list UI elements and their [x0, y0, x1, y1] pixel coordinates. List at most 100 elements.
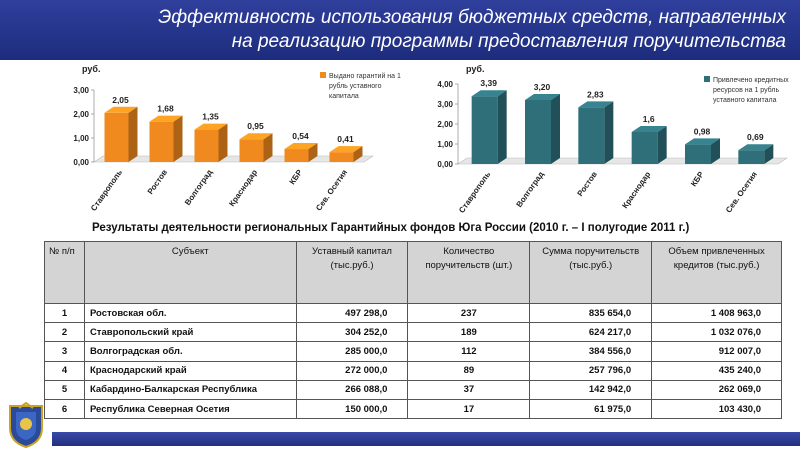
- bar-top: [578, 101, 614, 108]
- legend-swatch: [320, 72, 326, 78]
- cell-num: 6: [44, 398, 85, 420]
- cell-num: 3: [44, 341, 85, 362]
- legend-label: Выдано гарантий на 1: [329, 72, 401, 80]
- col-subject: Субъект: [83, 241, 297, 304]
- y-tick-label: 1,00: [73, 134, 89, 143]
- bar-top: [329, 146, 363, 153]
- category-label: КБР: [288, 167, 305, 186]
- cell-capital: 285 000,0: [295, 341, 409, 362]
- category-label: Краснодар: [620, 170, 652, 210]
- bar: [631, 132, 658, 164]
- cell-credit: 103 430,0: [651, 398, 782, 420]
- cell-subject: Республика Северная Осетия: [83, 398, 297, 420]
- category-label: Сев. Осетия: [314, 168, 349, 213]
- category-label: Волгоград: [515, 170, 546, 209]
- cell-sum: 257 796,0: [529, 360, 653, 381]
- bar-top: [685, 138, 720, 145]
- category-label: Волгоград: [183, 168, 214, 207]
- bar: [738, 150, 765, 164]
- table-row: 1 Ростовская обл. 497 298,0 237 835 654,…: [44, 302, 782, 324]
- results-table: № п/п Субъект Уставный капитал (тыс.руб.…: [44, 241, 782, 420]
- y-tick-label: 0,00: [73, 158, 89, 167]
- bar: [329, 152, 354, 162]
- unit-label: руб.: [82, 64, 100, 74]
- bar-side: [711, 138, 720, 164]
- bar-side: [604, 101, 614, 164]
- y-tick-label: 2,00: [73, 110, 89, 119]
- category-label: Сев. Осетия: [724, 170, 759, 215]
- cell-sum: 835 654,0: [529, 302, 653, 324]
- col-credit: Объем привлеченных кредитов (тыс.руб.): [651, 241, 782, 304]
- bar-top: [149, 115, 183, 122]
- bar-side: [218, 123, 228, 162]
- data-label: 2,05: [112, 95, 129, 105]
- bar-side: [764, 144, 774, 164]
- bar: [194, 129, 219, 162]
- category-label: КБР: [689, 169, 706, 188]
- y-tick-label: 3,00: [73, 86, 89, 95]
- cell-capital: 272 000,0: [295, 360, 409, 381]
- legend-label: ресурсов на 1 рубль: [713, 86, 779, 94]
- cell-sum: 142 942,0: [529, 379, 653, 400]
- chart-left-svg: 0,00 1,00 2,00 3,00 руб. 2,05 Ставрополь 1,68 Ро…: [73, 64, 401, 213]
- bar-side: [263, 133, 273, 162]
- data-label: 0,69: [747, 132, 764, 142]
- cell-num: 5: [44, 379, 85, 400]
- bar: [685, 144, 711, 164]
- chart-guarantees-per-ruble: 0,00 1,00 2,00 3,00 руб. 2,05 Ставрополь 1,68 Ро…: [48, 62, 410, 222]
- y-tick-label: 4,00: [437, 80, 453, 89]
- data-label: 1,6: [643, 114, 655, 124]
- data-label: 1,68: [157, 104, 174, 114]
- bar-top: [239, 133, 273, 140]
- bar-top: [631, 126, 667, 132]
- table-header-row: № п/п Субъект Уставный капитал (тыс.руб.…: [44, 241, 782, 304]
- cell-count: 112: [407, 341, 531, 362]
- bar: [239, 139, 264, 162]
- legend: Привлечено кредитных ресурсов на 1 рубль у…: [704, 76, 789, 104]
- category-label: Ростов: [576, 170, 599, 198]
- col-num: № п/п: [44, 241, 85, 304]
- bar: [104, 112, 129, 162]
- legend-label: рубль уставного: [329, 82, 382, 90]
- unit-label: руб.: [466, 64, 484, 74]
- coat-of-arms-icon: [6, 401, 46, 449]
- cell-sum: 384 556,0: [529, 341, 653, 362]
- cell-capital: 497 298,0: [295, 302, 409, 324]
- bar-top: [284, 143, 318, 150]
- bar: [284, 149, 309, 162]
- bar-top: [104, 106, 138, 113]
- cell-count: 237: [407, 302, 531, 324]
- bar: [149, 121, 174, 162]
- category-label: Ростов: [146, 168, 169, 196]
- bar-side: [551, 94, 560, 164]
- data-label: 0,41: [337, 134, 354, 144]
- y-tick-label: 2,00: [437, 120, 453, 129]
- y-tick-label: 0,00: [437, 160, 453, 169]
- col-sum: Сумма поручительств (тыс.руб.): [529, 241, 653, 304]
- legend-label: Привлечено кредитных: [713, 77, 789, 84]
- y-tick-label: 3,00: [437, 100, 453, 109]
- data-label: 3,39: [480, 78, 497, 88]
- cell-num: 4: [44, 360, 85, 381]
- cell-subject: Ставропольский край: [83, 322, 297, 343]
- legend-label: капитала: [329, 93, 359, 100]
- legend: Выдано гарантий на 1 рубль уставного капит…: [320, 72, 401, 100]
- title-line-1: Эффективность использования бюджетных ср…: [158, 7, 786, 28]
- title-bar: Эффективность использования бюджетных ср…: [0, 0, 800, 60]
- category-label: Краснодар: [227, 168, 259, 208]
- table-row: 5 Кабардино-Балкарская Республика 266 08…: [44, 379, 782, 400]
- cell-count: 17: [407, 398, 531, 420]
- cell-num: 2: [44, 322, 85, 343]
- cell-capital: 304 252,0: [295, 322, 409, 343]
- legend-label: уставного капитала: [713, 97, 777, 104]
- data-label: 0,98: [694, 126, 711, 136]
- chart-right-svg: 0,00 1,00 2,00 3,00 4,00 руб. 3,39 Ставрополь 3,…: [437, 64, 789, 215]
- category-label: Ставрополь: [89, 168, 124, 213]
- data-label: 0,54: [292, 131, 309, 141]
- chart-credit-per-ruble: 0,00 1,00 2,00 3,00 4,00 руб. 3,39 Ставрополь 3,…: [432, 62, 792, 222]
- cell-count: 189: [407, 322, 531, 343]
- cell-num: 1: [44, 302, 85, 324]
- cell-credit: 435 240,0: [651, 360, 782, 381]
- cell-sum: 61 975,0: [529, 398, 653, 420]
- table-row: 2 Ставропольский край 304 252,0 189 624 …: [44, 322, 782, 343]
